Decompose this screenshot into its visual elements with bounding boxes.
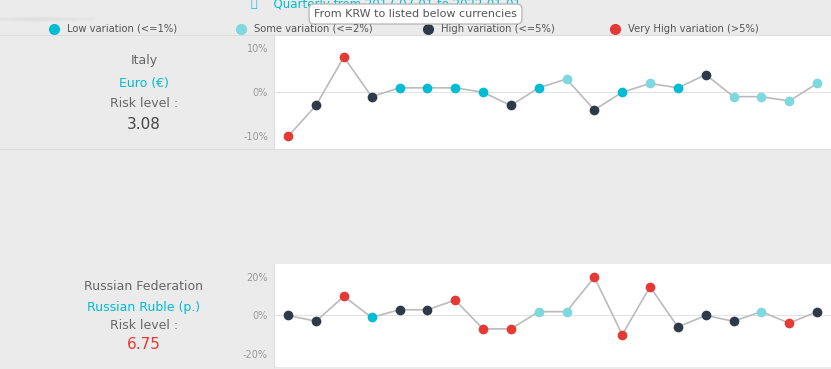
- Text: Russian Federation: Russian Federation: [85, 280, 204, 293]
- Text: 3.08: 3.08: [127, 117, 161, 132]
- Text: Risk level :: Risk level :: [110, 97, 178, 110]
- Text: Russian Ruble (p.): Russian Ruble (p.): [87, 301, 200, 314]
- Text: High variation (<=5%): High variation (<=5%): [441, 24, 555, 34]
- Text: 📅: 📅: [250, 0, 257, 9]
- Text: Some variation (<=2%): Some variation (<=2%): [254, 24, 373, 34]
- Text: Low variation (<=1%): Low variation (<=1%): [67, 24, 178, 34]
- Text: 6.75: 6.75: [127, 337, 161, 352]
- Text: Quarterly from 2017-07-01 to 2022-01-01: Quarterly from 2017-07-01 to 2022-01-01: [266, 0, 521, 11]
- Text: Very High variation (>5%): Very High variation (>5%): [628, 24, 759, 34]
- Text: Risk level :: Risk level :: [110, 319, 178, 332]
- Text: Euro (€): Euro (€): [119, 77, 169, 90]
- Text: From KRW to listed below currencies: From KRW to listed below currencies: [314, 9, 517, 19]
- Text: Italy: Italy: [130, 54, 158, 67]
